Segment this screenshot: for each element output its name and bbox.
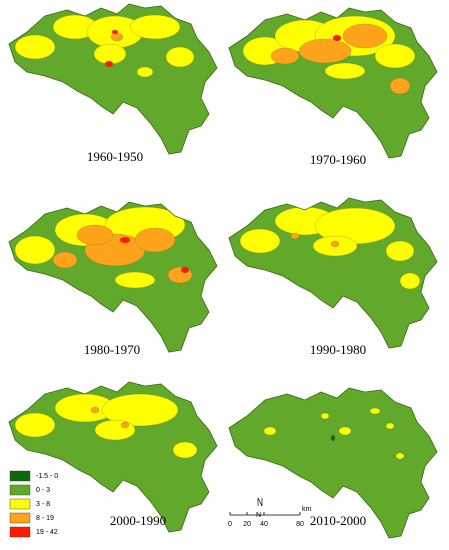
panel-labels: 1960-1950 1970-1960 1980-1970 1990-1980 … bbox=[84, 149, 366, 528]
map-panel bbox=[8, 3, 218, 155]
region-patch bbox=[389, 77, 411, 95]
region-patch bbox=[320, 412, 330, 420]
region-patch bbox=[52, 251, 78, 269]
region-patch bbox=[129, 14, 181, 40]
panel-label: 1980-1970 bbox=[84, 342, 140, 357]
region-patch bbox=[298, 38, 352, 64]
legend-label: -1.5 - 0 bbox=[36, 473, 58, 480]
legend: -1.5 - 0 0 - 3 3 - 8 8 - 19 19 - 42 bbox=[9, 470, 58, 538]
panel-label: 2010-2000 bbox=[310, 513, 366, 528]
region-patch bbox=[270, 47, 300, 65]
legend-swatch bbox=[9, 512, 31, 524]
north-arrow bbox=[257, 497, 263, 507]
legend-swatch bbox=[9, 484, 31, 496]
choropleth-areas bbox=[14, 14, 195, 126]
region-patch bbox=[136, 66, 154, 78]
maps bbox=[8, 3, 438, 539]
region-patch bbox=[111, 29, 119, 35]
region-patch bbox=[14, 412, 56, 438]
region-patch bbox=[385, 240, 415, 262]
region-patch bbox=[99, 114, 111, 126]
panel-label: 1990-1980 bbox=[310, 342, 366, 357]
choropleth-areas bbox=[263, 407, 405, 460]
panel-label: 1960-1950 bbox=[87, 149, 143, 164]
region-patch bbox=[324, 62, 366, 80]
region-patch bbox=[14, 235, 56, 265]
north-label: N bbox=[256, 512, 261, 519]
legend-swatch bbox=[9, 526, 31, 538]
legend-swatch bbox=[9, 498, 31, 510]
region-patch bbox=[94, 419, 136, 441]
region-patch bbox=[332, 34, 342, 42]
region-patch bbox=[76, 224, 114, 246]
legend-label: 3 - 8 bbox=[36, 501, 50, 508]
region-patch bbox=[330, 434, 336, 442]
region-patch bbox=[165, 46, 195, 68]
scale-label: 20 bbox=[243, 521, 251, 528]
panel-label: 2000-1990 bbox=[110, 513, 166, 528]
region-patch bbox=[385, 422, 395, 430]
map-panel bbox=[228, 7, 438, 159]
panel-label: 1970-1960 bbox=[310, 152, 366, 167]
region-patch bbox=[290, 232, 300, 240]
region-patch bbox=[374, 43, 416, 69]
choropleth-areas bbox=[239, 206, 421, 290]
region-patch bbox=[369, 407, 381, 415]
map-panel bbox=[8, 381, 218, 533]
region-patch bbox=[114, 271, 156, 289]
region-patch bbox=[119, 236, 131, 244]
scale-bar: N 0 20 40 80 km bbox=[228, 497, 312, 528]
region-patch bbox=[399, 272, 421, 290]
scale-label: 40 bbox=[260, 521, 268, 528]
region-patch bbox=[14, 34, 56, 60]
region-patch bbox=[263, 426, 277, 436]
region-patch bbox=[90, 406, 100, 414]
choropleth-areas bbox=[14, 393, 198, 459]
region-patch bbox=[239, 228, 281, 254]
region-patch bbox=[172, 441, 198, 459]
region-patch bbox=[338, 426, 352, 436]
legend-label: 8 - 19 bbox=[36, 515, 54, 522]
legend-label: 19 - 42 bbox=[36, 529, 58, 536]
region-patch bbox=[110, 32, 124, 42]
choropleth-areas bbox=[242, 15, 416, 95]
map-panel bbox=[228, 197, 438, 349]
region-patch bbox=[101, 393, 179, 427]
region-patch bbox=[120, 421, 130, 429]
region-patch bbox=[104, 60, 114, 68]
scale-unit: km bbox=[302, 506, 312, 513]
legend-swatch bbox=[9, 470, 31, 482]
region-patch bbox=[330, 240, 340, 248]
scale-label: 0 bbox=[228, 521, 232, 528]
region-patch bbox=[134, 227, 176, 253]
legend-label: 0 - 3 bbox=[36, 487, 50, 494]
map-panel bbox=[8, 201, 218, 353]
map-panel bbox=[228, 387, 438, 539]
choropleth-areas bbox=[14, 206, 193, 289]
region-patch bbox=[180, 266, 190, 274]
scale-label: 80 bbox=[296, 521, 304, 528]
region-patch bbox=[395, 452, 405, 460]
region-patch bbox=[342, 23, 388, 49]
